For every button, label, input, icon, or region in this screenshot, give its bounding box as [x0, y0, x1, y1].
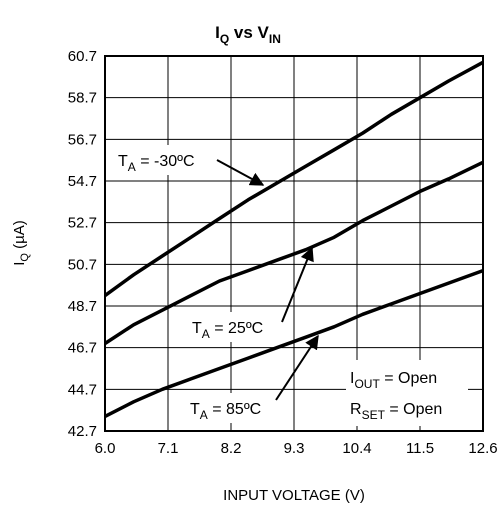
- condition-iout: IOUT = Open: [350, 370, 437, 391]
- series-label-minus30c: TA = -30ºC: [118, 153, 195, 174]
- x-tick-label: 6.0: [95, 440, 116, 457]
- y-tick-label: 48.7: [68, 298, 97, 315]
- series-line-85c: [104, 268, 484, 418]
- series-label-25c: TA = 25ºC: [192, 320, 263, 341]
- y-tick-label: 58.7: [68, 90, 97, 107]
- x-tick-label: 10.4: [342, 440, 371, 457]
- conditions-box: [346, 360, 468, 426]
- series-label-85c: TA = 85ºC: [190, 401, 261, 422]
- y-axis-title: IQ (µA): [11, 220, 31, 266]
- y-tick-label: 56.7: [68, 131, 97, 148]
- y-tick-label: 46.7: [68, 340, 97, 357]
- series-label-arrow: [281, 246, 314, 323]
- x-tick-label: 7.1: [158, 440, 179, 457]
- y-tick-label: 50.7: [68, 256, 97, 273]
- y-tick-label: 52.7: [68, 215, 97, 232]
- x-axis-title: INPUT VOLTAGE (V): [223, 487, 365, 504]
- y-tick-label: 54.7: [68, 173, 97, 190]
- y-tick-label: 42.7: [68, 423, 97, 440]
- series-line-25c: [104, 160, 484, 345]
- x-tick-label: 9.3: [284, 440, 305, 457]
- series-lines: [103, 60, 484, 418]
- series-line-minus30c: [103, 60, 484, 298]
- x-tick-label: 8.2: [221, 440, 242, 457]
- series-label-bg: [114, 145, 218, 175]
- series-label-bg: [186, 393, 282, 423]
- x-tick-label: 12.6: [468, 440, 497, 457]
- series-label-arrow: [275, 334, 319, 401]
- chart-title: IQ vs VIN: [215, 23, 281, 46]
- series-labels: TA = -30ºC TA = 25ºC TA = 85ºC: [114, 145, 319, 423]
- tick-labels: 6.0 7.1 8.2 9.3 10.4 11.5 12.6 42.7 44.7 46.7 48.7…: [68, 48, 498, 457]
- y-tick-label: 60.7: [68, 48, 97, 65]
- condition-rset: RSET = Open: [350, 401, 442, 422]
- plot-frame: [104, 55, 484, 432]
- series-label-arrow: [216, 159, 265, 186]
- x-tick-label: 11.5: [406, 440, 434, 457]
- y-tick-label: 44.7: [68, 381, 97, 398]
- series-label-bg: [188, 312, 284, 342]
